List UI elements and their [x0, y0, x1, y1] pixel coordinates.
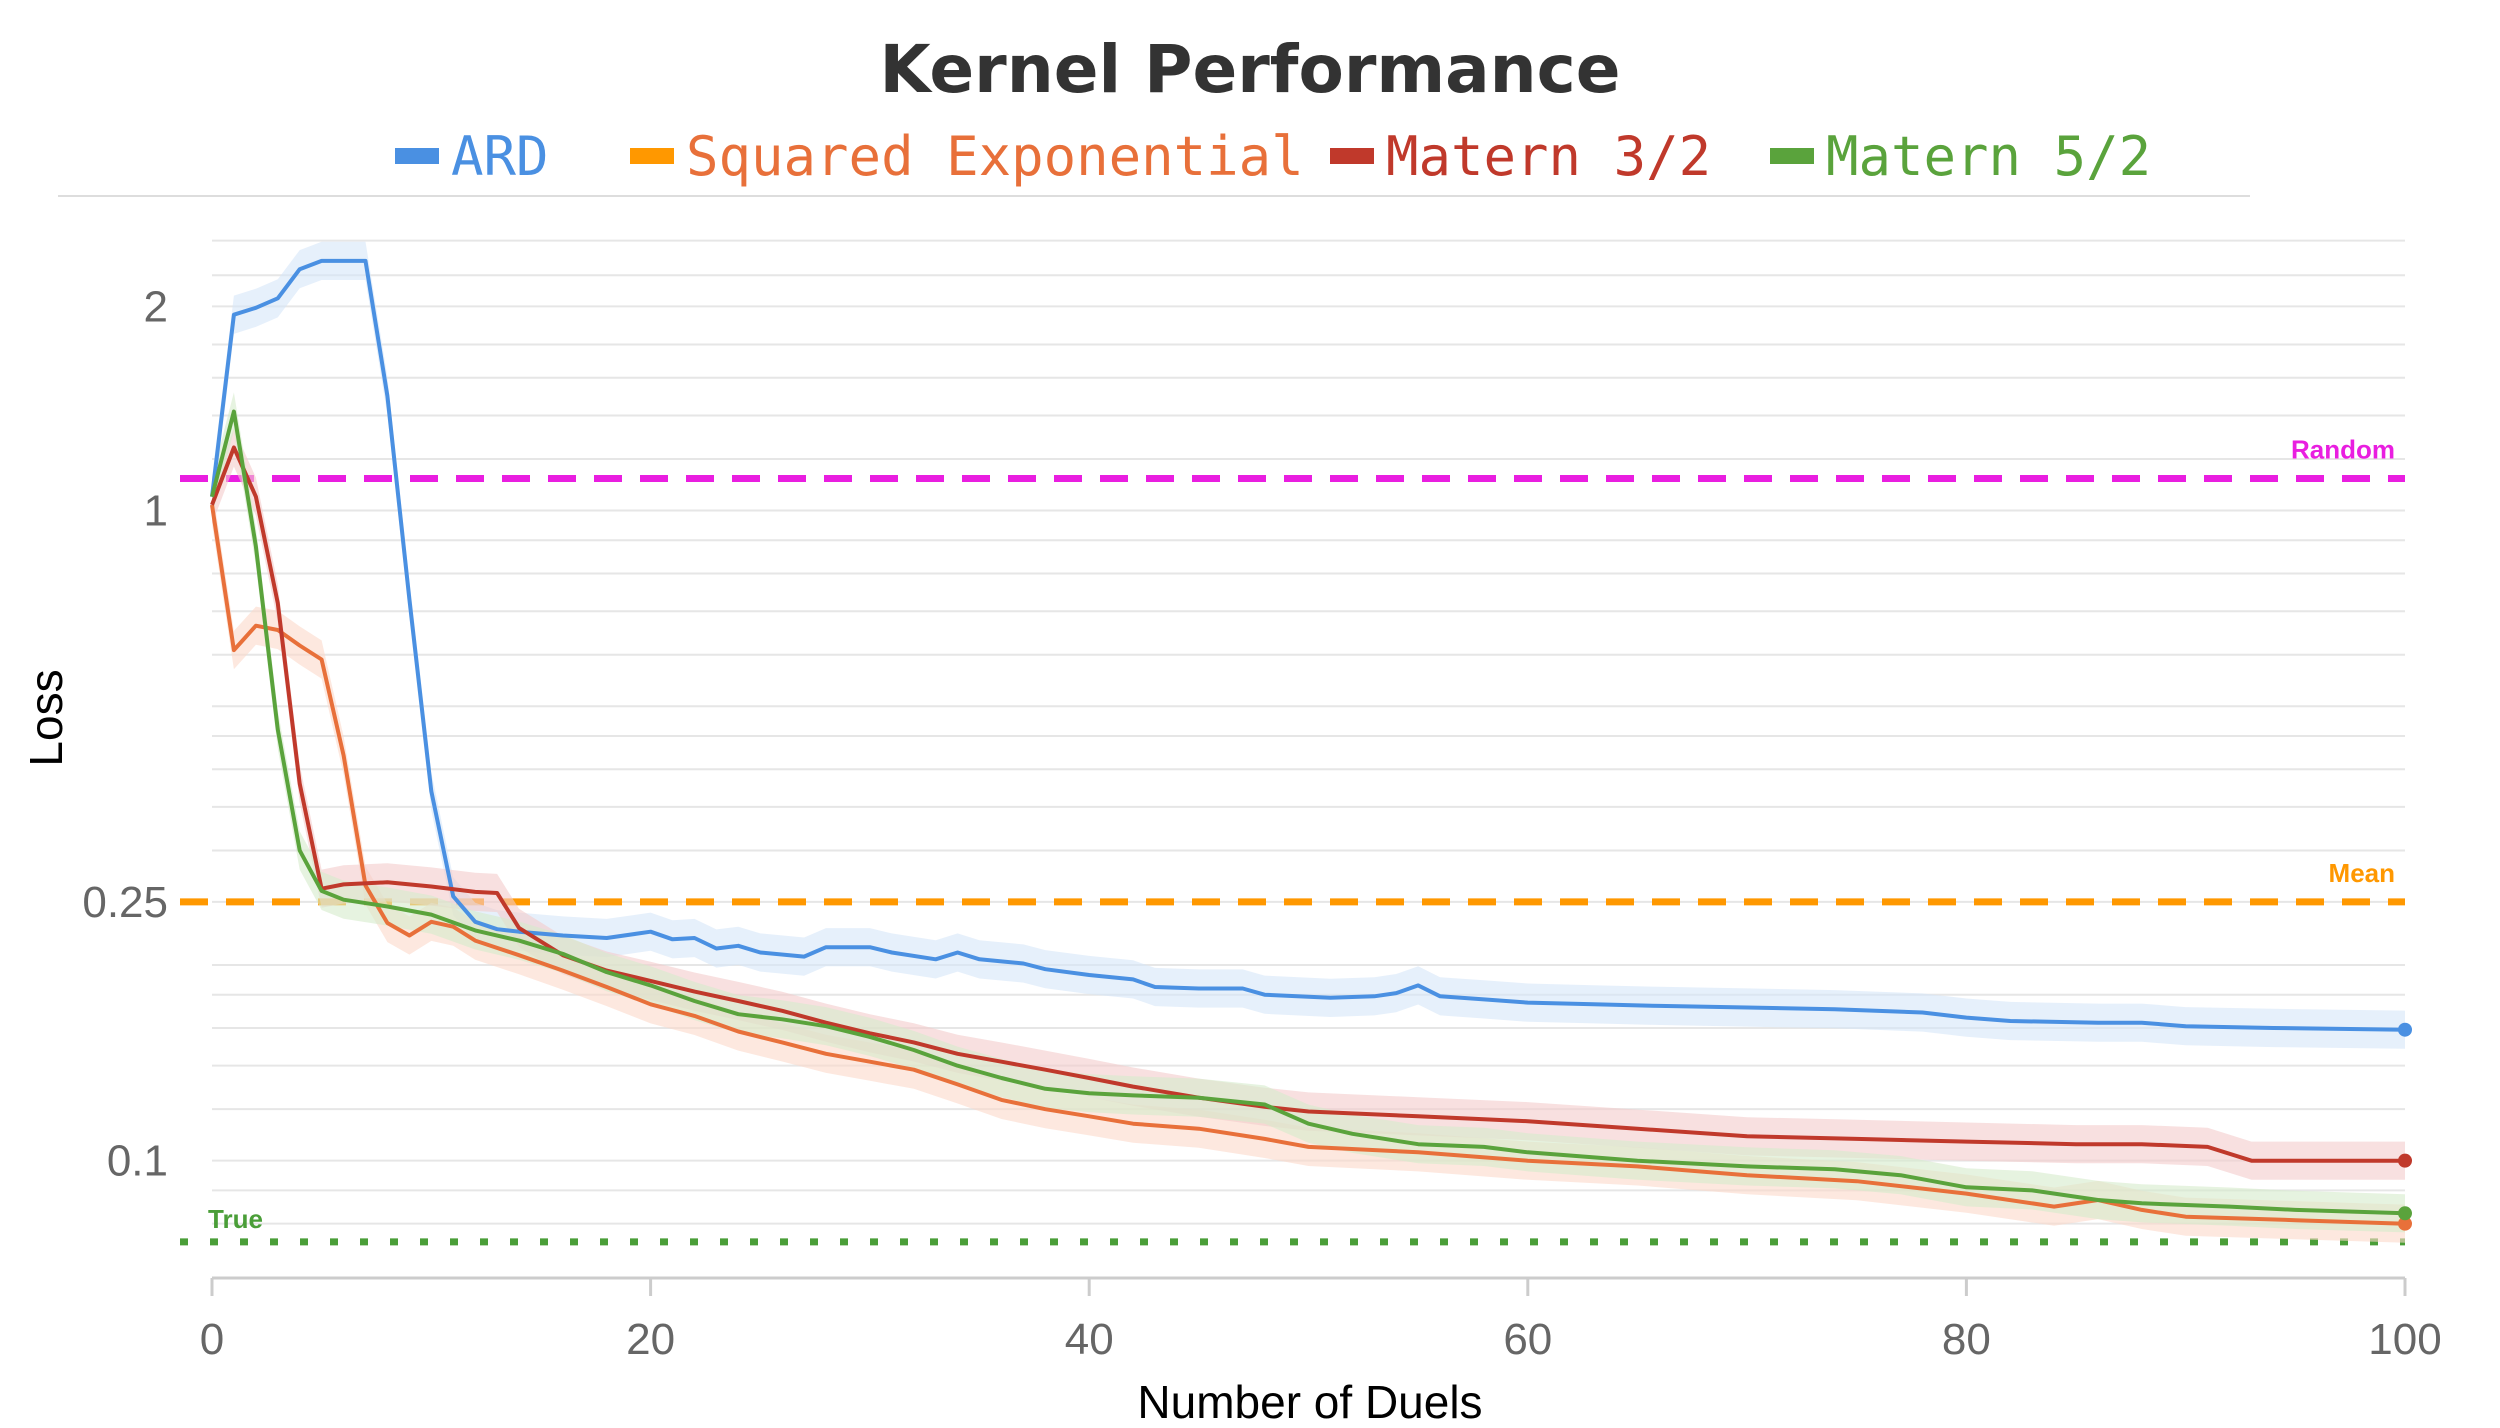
legend-label-3[interactable]: Matern 3/2: [1386, 125, 1711, 188]
reference-label-mean: Mean: [2329, 858, 2395, 888]
x-tick-label-2: 20: [626, 1315, 675, 1364]
end-point-series-1[interactable]: [2398, 1022, 2412, 1037]
axes: 2 1 0.25 0.1 0 20 40 60 80 100: [82, 282, 2441, 1364]
end-point-series-2[interactable]: [2398, 1216, 2412, 1231]
band-series-3: [212, 428, 2405, 1180]
legend: ARD Squared Exponential Matern 3/2 Matern 5…: [395, 125, 2151, 188]
line-series-1: [210, 258, 2406, 1032]
legend-swatch-3[interactable]: [1330, 148, 1374, 164]
y-tick-label-2: 1: [144, 486, 168, 535]
legend-label-4[interactable]: Matern 5/2: [1826, 125, 2151, 188]
y-tick-label-4: 0.1: [107, 1137, 168, 1186]
end-point-series-3[interactable]: [2398, 1153, 2412, 1168]
legend-label-2[interactable]: Squared Exponential: [686, 125, 1304, 188]
reference-label-random: Random: [2291, 434, 2395, 464]
legend-swatch-1[interactable]: [395, 148, 439, 164]
confidence-bands: [212, 241, 2405, 1243]
legend-label-1[interactable]: ARD: [451, 125, 549, 188]
reference-label-true: True: [208, 1204, 263, 1234]
y-tick-label-3: 0.25: [82, 878, 168, 927]
band-series-4: [212, 392, 2405, 1233]
end-point-series-4[interactable]: [2398, 1206, 2412, 1221]
x-tick-label-4: 60: [1503, 1315, 1552, 1364]
line-series-2: [210, 504, 2406, 1226]
reference-lines: Random Mean True: [180, 434, 2405, 1246]
grid-lines: [212, 239, 2405, 1225]
line-series-4: [210, 409, 2406, 1216]
x-axis-label: Number of Duels: [1137, 1376, 1482, 1428]
x-tick-label-5: 80: [1942, 1315, 1991, 1364]
legend-swatch-2[interactable]: [630, 148, 674, 164]
x-tick-label-6: 100: [2368, 1315, 2441, 1364]
band-series-2: [212, 485, 2405, 1243]
line-series-3: [210, 445, 2405, 1163]
x-tick-label-1: 0: [200, 1315, 224, 1364]
y-axis-label: Loss: [20, 669, 72, 766]
legend-swatch-4[interactable]: [1770, 148, 1814, 164]
chart-title: Kernel Performance: [879, 31, 1620, 108]
series-lines: [210, 258, 2412, 1231]
x-tick-label-3: 40: [1065, 1315, 1114, 1364]
y-tick-label-1: 2: [144, 282, 168, 331]
